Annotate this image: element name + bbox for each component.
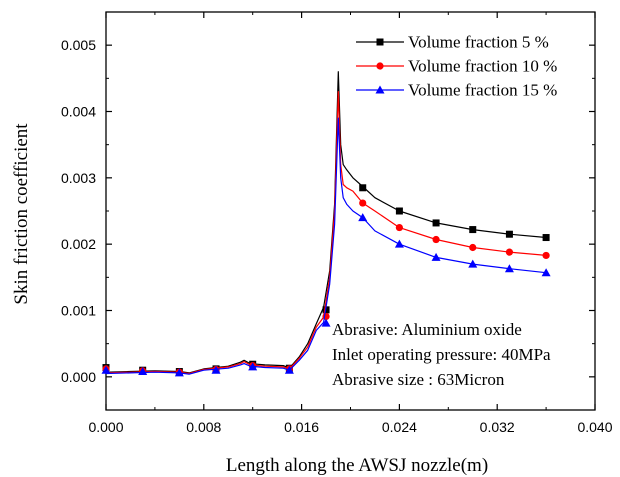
data-point: [394, 239, 404, 248]
series-line: [105, 117, 547, 375]
data-point: [359, 199, 367, 207]
x-axis-title: Length along the AWSJ nozzle(m): [226, 455, 488, 476]
y-axis-title: Skin friction coefficient: [11, 123, 32, 305]
data-point: [321, 318, 331, 327]
legend-label: Volume fraction 5 %: [408, 33, 549, 52]
data-point: [211, 365, 221, 374]
legend-item: Volume fraction 5 %: [356, 33, 549, 52]
data-point: [504, 264, 514, 273]
data-point: [432, 219, 440, 227]
y-tick-label: 0.001: [61, 303, 96, 319]
data-point: [469, 226, 477, 234]
y-tick-label: 0.002: [61, 236, 96, 252]
data-point: [395, 207, 403, 215]
series-layer: [101, 71, 551, 377]
x-tick-label: 0.016: [284, 419, 319, 435]
series-3: [101, 117, 551, 377]
data-point: [505, 230, 513, 238]
data-point: [284, 365, 294, 374]
legend-marker: [375, 85, 385, 94]
data-point: [248, 362, 258, 371]
data-point: [138, 367, 148, 376]
annotation-pressure: Inlet operating pressure: 40MPa: [332, 345, 551, 364]
x-tick-label: 0.032: [480, 419, 515, 435]
legend-marker: [376, 62, 384, 70]
data-point: [174, 368, 184, 377]
data-point: [395, 223, 403, 232]
data-point: [542, 234, 550, 242]
data-point: [468, 259, 478, 268]
y-tick-label: 0.004: [61, 104, 96, 120]
data-point: [505, 248, 514, 256]
x-tick-label: 0.024: [382, 419, 417, 435]
plot-axes: 0.000 0.008 0.016 0.024 0.032 0.040 0.000 0.001…: [61, 11, 613, 435]
legend-item: Volume fraction 10 %: [356, 57, 557, 76]
data-point: [359, 184, 367, 192]
data-point: [101, 365, 111, 374]
x-tick-label: 0.040: [577, 419, 612, 435]
legend: Volume fraction 5 % Volume fraction 10 % V…: [356, 33, 557, 100]
data-point: [358, 213, 368, 222]
y-tick-label: 0.003: [61, 170, 96, 186]
data-point: [432, 235, 440, 244]
annotation-abrasive: Abrasive: Aluminium oxide: [332, 320, 522, 339]
data-point: [431, 252, 441, 261]
series-line: [105, 90, 547, 375]
data-point: [541, 268, 551, 277]
legend-label: Volume fraction 10 %: [408, 57, 557, 76]
annotation-box: Abrasive: Aluminium oxide Inlet operatin…: [332, 320, 551, 389]
legend-marker: [376, 38, 384, 46]
x-tick-label: 0.008: [186, 419, 221, 435]
legend-label: Volume fraction 15 %: [408, 81, 557, 100]
y-tick-label: 0.000: [61, 369, 96, 385]
x-tick-label: 0.000: [88, 419, 123, 435]
data-point: [469, 243, 477, 252]
legend-item: Volume fraction 15 %: [356, 81, 557, 100]
annotation-size: Abrasive size : 63Micron: [332, 370, 505, 389]
y-tick-label: 0.005: [61, 37, 96, 53]
data-point: [542, 251, 550, 260]
